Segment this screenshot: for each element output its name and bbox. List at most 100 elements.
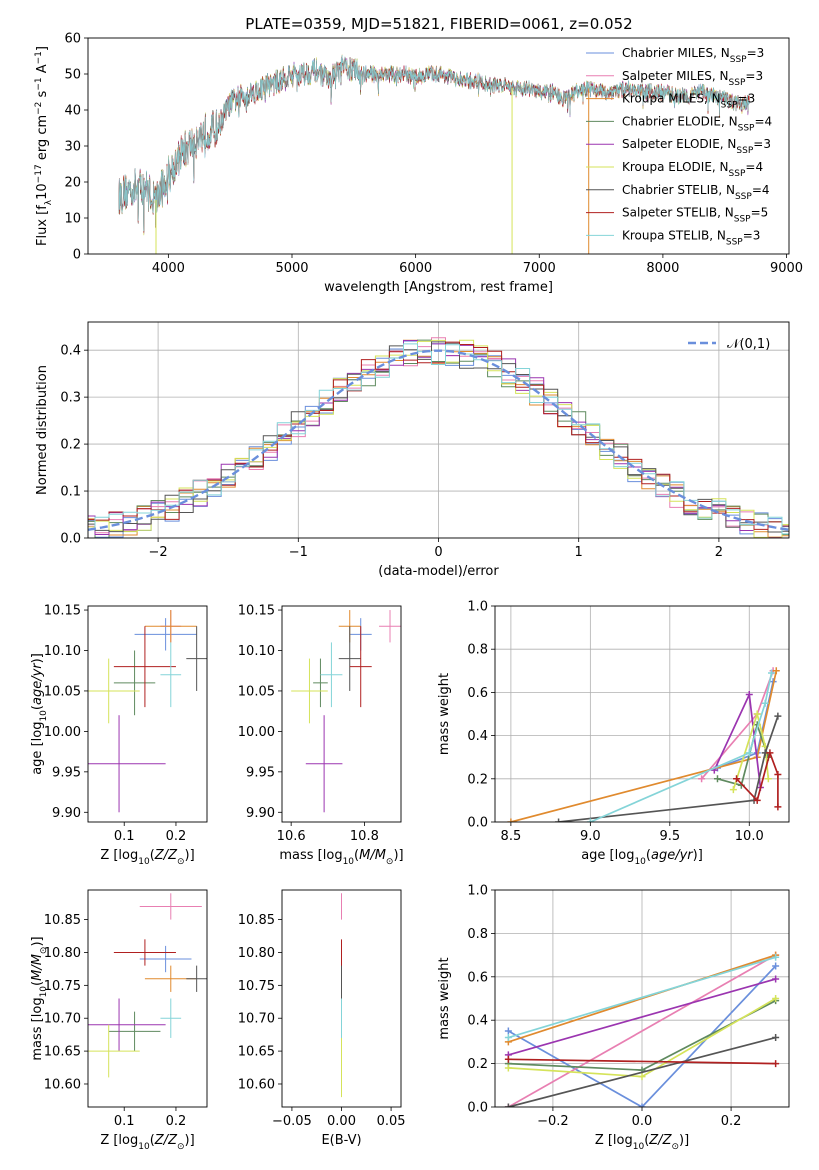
y-tick-label: 9.90: [246, 806, 275, 821]
y-tick-label: 0.4: [467, 729, 488, 744]
series-marker-salpeter_miles: [698, 775, 706, 783]
series-marker-kroupa_miles: [507, 818, 515, 822]
y-tick-label: 0.0: [60, 532, 81, 547]
y-axis-label: mass weight: [437, 673, 452, 755]
y-tick-label: 50: [64, 68, 81, 83]
panel-residual_hist: −2 −1 0 1 2 0.0 0.1 0.2 0.3 0.4 (data-model)/error…: [35, 321, 790, 579]
x-tick-label: 0.1: [114, 829, 135, 844]
y-tick-label: 0.6: [467, 970, 488, 985]
series-marker-chabrier_stelib: [774, 712, 782, 720]
axes-frame: [87, 321, 790, 539]
x-axis-label: mass [log10(M/M⊙)]: [279, 848, 403, 867]
x-tick-label: 9.5: [659, 829, 680, 844]
axes-frame: [494, 605, 790, 823]
y-tick-label: 10.05: [238, 684, 275, 699]
y-tick-label: 10.80: [238, 946, 275, 961]
series-marker-salpeter_stelib: [774, 803, 782, 811]
legend-label: Chabrier MILES, NSSP=3: [622, 46, 764, 65]
plot-area: [118, 54, 750, 254]
y-tick-label: 10.65: [238, 1045, 275, 1060]
x-tick-label: 0.2: [166, 1114, 187, 1129]
y-tick-label: 10.05: [44, 684, 81, 699]
x-tick-label: −2: [149, 545, 168, 560]
x-tick-label: 9000: [770, 261, 803, 276]
x-tick-label: 10.6: [277, 829, 306, 844]
plot-area: [88, 893, 207, 1078]
series-marker-salpeter_stelib: [774, 770, 782, 778]
y-tick-label: 0.2: [467, 772, 488, 787]
y-tick-label: 0.2: [467, 1057, 488, 1072]
y-tick-label: 0.4: [60, 344, 81, 359]
y-tick-label: 10.15: [44, 604, 81, 619]
series-line-salpeter_stelib: [508, 1058, 776, 1065]
series-line-salpeter_miles: [507, 954, 777, 1107]
x-axis-label: wavelength [Angstrom, rest frame]: [324, 280, 553, 295]
plot-area: [291, 610, 401, 813]
x-tick-label: 7000: [523, 261, 556, 276]
y-tick-label: 20: [64, 176, 81, 191]
series-marker-kroupa_elodie: [753, 710, 761, 718]
axes-frame: [87, 889, 208, 1108]
x-axis-label: age [log10(age/yr)]: [581, 848, 703, 867]
panel-mass_vs_ebv: −0.05 0.00 0.05 10.60 10.65 10.70 10.75 10.80 10…: [238, 889, 406, 1148]
series-marker-kroupa_elodie: [772, 995, 780, 1002]
y-tick-label: 1.0: [467, 884, 488, 899]
y-tick-label: 0.3: [60, 391, 81, 406]
panel-age_vs_Z: 0.1 0.2 9.90 9.95 10.00 10.05 10.10 10.15 Z [log…: [30, 604, 208, 867]
x-tick-label: 1: [575, 545, 583, 560]
y-tick-label: 0.0: [467, 1101, 488, 1116]
y-tick-label: 10: [64, 212, 81, 227]
x-tick-label: 2: [715, 545, 723, 560]
series-marker-chabrier_miles: [772, 962, 780, 970]
x-axis-label: Z [log10(Z/Z⊙)]: [100, 1133, 194, 1152]
y-axis-label: Normed distribution: [35, 365, 50, 495]
y-axis-label: mass [log10(M/M⊙)]: [30, 936, 49, 1060]
series-line-kroupa_stelib: [508, 956, 776, 1039]
x-axis-label: (data-model)/error: [378, 564, 499, 579]
y-tick-label: 10.80: [44, 946, 81, 961]
y-axis-label: age [log10(age/yr)]: [30, 653, 49, 775]
normal-curve: [88, 349, 789, 531]
y-tick-label: 10.85: [238, 913, 275, 928]
y-tick-label: 9.95: [52, 765, 81, 780]
y-tick-label: 0.6: [467, 686, 488, 701]
figure-title: PLATE=0359, MJD=51821, FIBERID=0061, z=0…: [245, 15, 632, 33]
series-marker-salpeter_stelib: [753, 796, 761, 804]
legend-label: Salpeter ELODIE, NSSP=3: [622, 137, 771, 156]
x-tick-label: 5000: [275, 261, 308, 276]
panel-massweight_vs_age: 8.5 9.0 9.5 10.0 0.0 0.2 0.4 0.6 0.8 1.0 age [log1…: [437, 600, 790, 867]
y-tick-label: 0.8: [467, 927, 488, 942]
y-tick-label: 1.0: [467, 600, 488, 615]
legend-label: Salpeter STELIB, NSSP=5: [622, 206, 768, 225]
axes-frame: [494, 889, 790, 1108]
y-tick-label: 10.15: [238, 604, 275, 619]
x-tick-label: 0.2: [721, 1114, 742, 1129]
legend-label: Kroupa STELIB, NSSP=3: [622, 228, 760, 247]
y-tick-label: 10.75: [44, 979, 81, 994]
legend-label: 𝒩(0,1): [727, 337, 770, 352]
legend-label: Kroupa MILES, NSSP=3: [622, 92, 755, 111]
y-tick-label: 0.8: [467, 643, 488, 658]
x-tick-label: 6000: [399, 261, 432, 276]
panel-mass_vs_Z: 0.1 0.2 10.60 10.65 10.70 10.75 10.80 10.85 Z [l…: [30, 889, 208, 1152]
series-marker-kroupa_miles: [772, 667, 780, 675]
series-marker-salpeter_stelib: [772, 1060, 780, 1068]
axes-frame: [281, 889, 402, 1108]
y-tick-label: 0.1: [60, 485, 81, 500]
y-tick-label: 30: [64, 140, 81, 155]
axes-frame: [281, 605, 402, 823]
series-marker-kroupa_elodie: [504, 1064, 512, 1072]
series-line-kroupa_miles: [508, 954, 776, 1043]
series-marker-kroupa_stelib: [745, 749, 753, 757]
x-tick-label: 10.8: [350, 829, 379, 844]
x-tick-label: 10.0: [735, 829, 764, 844]
y-axis-label: mass weight: [437, 957, 452, 1039]
legend-label: Chabrier ELODIE, NSSP=4: [622, 114, 772, 133]
y-tick-label: 10.60: [44, 1077, 81, 1092]
panel-spectrum: 4000 5000 6000 7000 8000 9000 0 10 20 30 40 50 60 wav…: [34, 32, 803, 296]
legend-label: Kroupa ELODIE, NSSP=4: [622, 160, 763, 179]
y-tick-label: 10.00: [44, 725, 81, 740]
x-tick-label: 8.5: [501, 829, 522, 844]
series-marker-kroupa_stelib: [772, 953, 780, 961]
